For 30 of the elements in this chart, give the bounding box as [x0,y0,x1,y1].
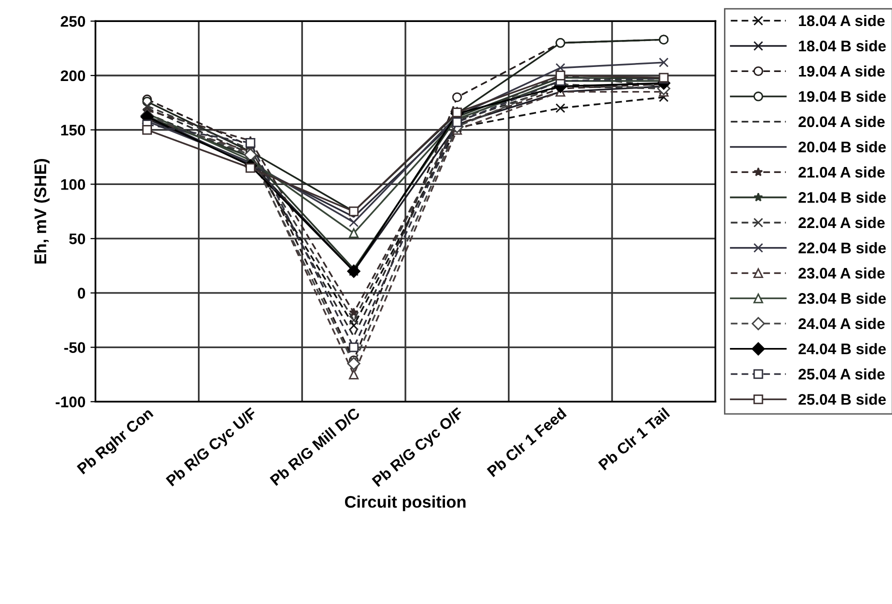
legend-label: 20.04 B side [798,141,886,152]
x-axis-title: Circuit position [344,496,466,512]
x-tick-label: Pb R/G Cyc U/F [165,406,260,489]
y-tick-label: 100 [61,179,86,190]
legend-label: 19.04 B side [798,90,886,102]
y-tick-label: 200 [60,70,86,82]
legend-label: 20.04 A side [798,116,885,128]
x-tick-label: Pb R/G Mill D/C [269,406,361,486]
legend-label: 22.04 A side [798,216,885,228]
y-tick-label: -50 [64,342,86,353]
legend-label: 19.04 A side [798,65,885,77]
x-tick-label: Pb R/G Cyc O/F [371,406,466,490]
y-tick-label: -100 [56,396,86,408]
legend-label: 24.04 A side [798,318,885,330]
y-axis-title: Eh, mV (SHE) [34,158,50,264]
legend-label: 18.04 B side [798,40,886,52]
legend-label: 24.04 B side [798,343,886,354]
y-tick-label: 50 [69,233,86,244]
legend-label: 21.04 A side [798,166,885,178]
y-tick-label: 250 [60,16,86,27]
legend-label: 21.04 B side [798,192,886,203]
legend-label: 23.04 A side [798,267,885,279]
y-tick-label: 0 [78,288,86,299]
legend-label: 22.04 B side [798,242,886,254]
x-tick-label: Pb Clr 1 Tail [598,407,670,470]
legend-label: 23.04 B side [798,292,886,304]
legend-label: 25.04 B side [798,394,886,405]
y-tick-label: 150 [61,124,86,136]
legend-label: 18.04 A side [798,14,885,26]
legend-label: 25.04 A side [798,368,885,380]
